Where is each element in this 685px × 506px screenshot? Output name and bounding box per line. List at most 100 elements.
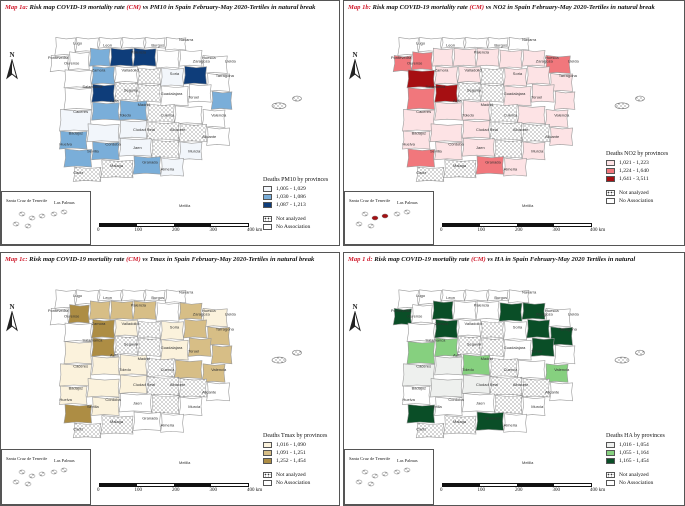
city-label: Ourense — [407, 60, 423, 65]
north-label: N — [352, 303, 358, 311]
province — [91, 65, 115, 85]
canary-islands-inset: Santa Cruz de Tenerife Las Palmas — [1, 449, 91, 505]
north-label: N — [9, 303, 15, 311]
legend-swatch — [606, 176, 615, 182]
legend-class-row: 1,224 - 1,640 — [606, 167, 668, 175]
city-label: Alicante — [545, 134, 560, 139]
legend-class-label: 1,165 - 1,454 — [619, 458, 649, 464]
city-label: Segovia — [467, 87, 482, 92]
city-label: Leon — [446, 42, 455, 47]
city-label: Huesca — [202, 308, 216, 313]
city-label: Granada — [142, 415, 158, 420]
city-label: Madrid — [138, 102, 150, 107]
legend-class-label: 1,087 - 1,213 — [276, 202, 306, 208]
city-label: Valladolid — [465, 321, 482, 326]
city-label: Lleida — [225, 312, 236, 317]
province — [63, 148, 92, 168]
scale-bar: 0 100 200 300 400 km — [440, 223, 612, 235]
province — [406, 404, 435, 424]
legend-swatch — [263, 472, 272, 478]
canary-label-left: Santa Cruz de Tenerife — [6, 456, 48, 461]
province — [151, 394, 180, 415]
canary-island — [28, 473, 36, 479]
province — [155, 302, 180, 322]
city-label: Ciudad Real — [133, 382, 155, 387]
canary-island — [361, 211, 369, 217]
city-label: Lleida — [568, 312, 579, 317]
city-label: Malaga — [110, 163, 124, 168]
city-label: Zamora — [435, 321, 450, 326]
legend-class-row: 1,641 - 3,511 — [606, 175, 668, 183]
scale-bar: 0 100 200 300 400 km — [97, 223, 269, 235]
city-label: Avila — [110, 98, 119, 103]
canary-island — [38, 471, 46, 477]
legend-class-label: 1,021 - 1,223 — [619, 160, 649, 166]
province — [411, 51, 433, 71]
city-label: Segovia — [124, 87, 139, 92]
city-label: Valencia — [211, 113, 227, 118]
legend-no-association: No Association — [263, 223, 328, 231]
legend-title: Deaths PM10 by provinces — [263, 177, 329, 183]
north-label: N — [352, 51, 358, 59]
canary-island — [381, 471, 389, 477]
city-label: Navarra — [179, 37, 194, 42]
province — [137, 337, 161, 357]
province — [72, 422, 102, 439]
balearic-island — [271, 102, 287, 110]
legend-title: Deaths HA by provinces — [606, 433, 665, 439]
legend-class-label: 1,055 - 1,164 — [619, 450, 649, 456]
city-label: Zamora — [92, 68, 107, 73]
city-label: Alicante — [202, 134, 217, 139]
province — [160, 413, 184, 433]
province — [434, 65, 458, 85]
province — [88, 300, 111, 320]
balearic-island — [271, 356, 287, 364]
city-label: Huelva — [59, 397, 72, 402]
legend-title: Deaths Tmax by provinces — [263, 433, 328, 439]
province — [68, 51, 90, 71]
legend-label: Not analyzed — [276, 472, 306, 478]
melilla-label: Melilla — [179, 203, 191, 208]
province — [521, 49, 546, 67]
city-label: Huelva — [402, 141, 415, 146]
balearic-island — [292, 349, 302, 356]
balearic-island — [614, 102, 630, 110]
scale-tick-label: 300 — [209, 228, 218, 233]
province — [503, 320, 527, 341]
city-label: Sevilla — [430, 404, 443, 409]
city-label: Soria — [170, 71, 180, 76]
province — [549, 127, 573, 146]
city-label: Palencia — [474, 50, 490, 55]
scale-tick-label: 200 — [515, 488, 523, 493]
province — [434, 337, 458, 357]
province — [91, 356, 120, 376]
province — [109, 47, 134, 67]
legend-class-row: 1,016 - 1,090 — [263, 441, 327, 449]
province — [164, 289, 187, 304]
legend-swatch — [263, 450, 272, 456]
scale-bar: 0 100 200 300 400 km — [440, 483, 612, 495]
city-label: Sevilla — [430, 149, 443, 154]
legend-swatch — [606, 160, 615, 166]
canary-island — [403, 209, 411, 215]
city-label: Huesca — [202, 55, 216, 60]
canary-label-right: Las Palmas — [54, 200, 75, 205]
province — [526, 65, 550, 85]
province — [59, 385, 88, 405]
city-label: Valencia — [554, 367, 570, 372]
province — [521, 123, 550, 143]
canary-islands-inset: Santa Cruz de Tenerife Las Palmas — [344, 449, 434, 505]
city-label: Badajoz — [412, 386, 426, 391]
canary-islands-inset: Santa Cruz de Tenerife Las Palmas — [1, 191, 91, 245]
scale-tick-label: 300 — [552, 488, 561, 493]
city-label: Cadiz — [416, 426, 426, 431]
city-label: Cuenca — [504, 367, 519, 372]
canary-island — [371, 215, 379, 221]
province — [406, 341, 435, 365]
province — [63, 87, 92, 110]
city-label: Cordoba — [448, 141, 464, 146]
canary-label-right: Las Palmas — [397, 458, 418, 463]
province — [91, 101, 120, 121]
canary-island — [24, 481, 32, 487]
